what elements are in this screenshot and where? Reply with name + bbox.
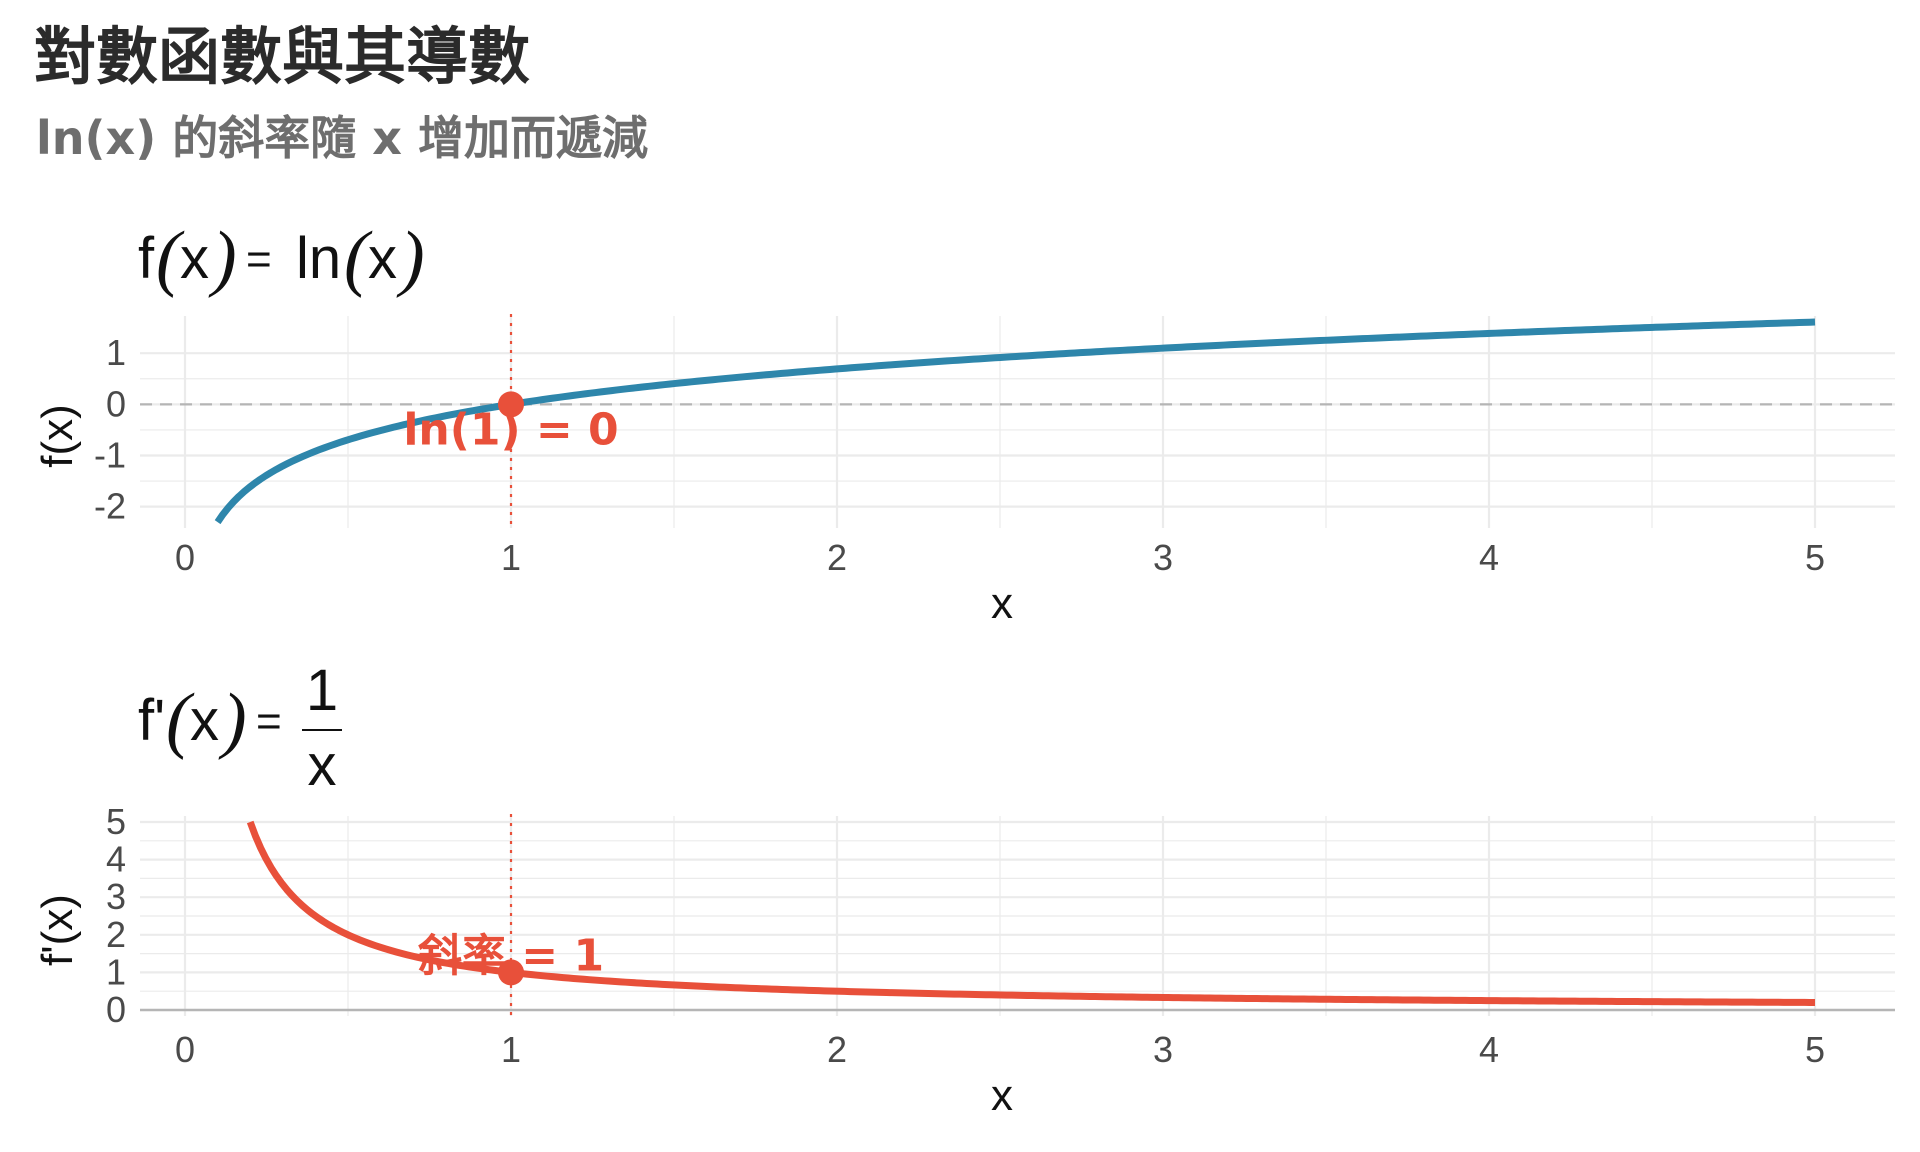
- formula: f(x) = ln(x): [138, 217, 425, 299]
- x-tick-label: 3: [1153, 537, 1173, 578]
- y-tick-label: 2: [106, 914, 126, 955]
- y-tick-label: 3: [106, 876, 126, 917]
- formula-paren-open: (: [344, 217, 373, 299]
- x-axis-title: x: [991, 1071, 1013, 1120]
- formula-func: ln: [296, 226, 341, 291]
- x-tick-label: 2: [827, 1029, 847, 1070]
- formula-equals: =: [256, 697, 282, 746]
- y-axis-title: f(x): [33, 404, 82, 468]
- y-tick-label: 0: [106, 383, 126, 424]
- x-tick-label: 1: [501, 537, 521, 578]
- x-tick-label: 4: [1479, 537, 1499, 578]
- formula-denominator: x: [308, 733, 337, 798]
- formula-paren-close: ): [218, 679, 247, 761]
- x-tick-label: 0: [175, 1029, 195, 1070]
- curve-ln(x): [214, 318, 1816, 525]
- y-tick-label: 1: [106, 951, 126, 992]
- formula-arg: x: [368, 226, 397, 291]
- highlight-point: [498, 391, 524, 418]
- formula-equals: =: [246, 235, 272, 284]
- formula-arg: x: [180, 226, 209, 291]
- x-tick-label: 2: [827, 537, 847, 578]
- x-tick-label: 3: [1153, 1029, 1173, 1070]
- grid: [140, 816, 1895, 1016]
- x-tick-label: 5: [1805, 1029, 1825, 1070]
- x-tick-label: 5: [1805, 537, 1825, 578]
- x-tick-label: 1: [501, 1029, 521, 1070]
- formula-lhs: f': [138, 688, 165, 753]
- x-tick-label: 0: [175, 537, 195, 578]
- x-axis-title: x: [991, 579, 1013, 628]
- formula-lhs: f: [138, 226, 155, 291]
- highlight-point: [498, 959, 524, 986]
- formula-arg: x: [190, 688, 219, 753]
- formula-paren-close: ): [208, 217, 237, 299]
- y-tick-label: 1: [106, 332, 126, 373]
- y-axis-title: f'(x): [33, 894, 82, 966]
- y-tick-label: 5: [106, 801, 126, 842]
- formula: f'(x) = 1x: [138, 658, 342, 798]
- formula-paren-close: ): [396, 217, 425, 299]
- y-tick-label: -1: [94, 435, 126, 476]
- formula-numerator: 1: [306, 658, 338, 723]
- panel-1: ln(1) = 00 1 2 3 4 510-1-2xf(x)f(x) = ln(x): [33, 217, 1895, 628]
- formula-paren-open: (: [156, 217, 185, 299]
- formula-paren-open: (: [166, 679, 195, 761]
- y-tick-label: -2: [94, 486, 126, 527]
- y-tick-label: 4: [106, 839, 126, 880]
- x-tick-label: 4: [1479, 1029, 1499, 1070]
- chart-subtitle: ln(x) 的斜率隨 x 增加而遞減: [36, 111, 648, 165]
- chart-title: 對數函數與其導數: [34, 20, 531, 93]
- y-tick-label: 0: [106, 989, 126, 1030]
